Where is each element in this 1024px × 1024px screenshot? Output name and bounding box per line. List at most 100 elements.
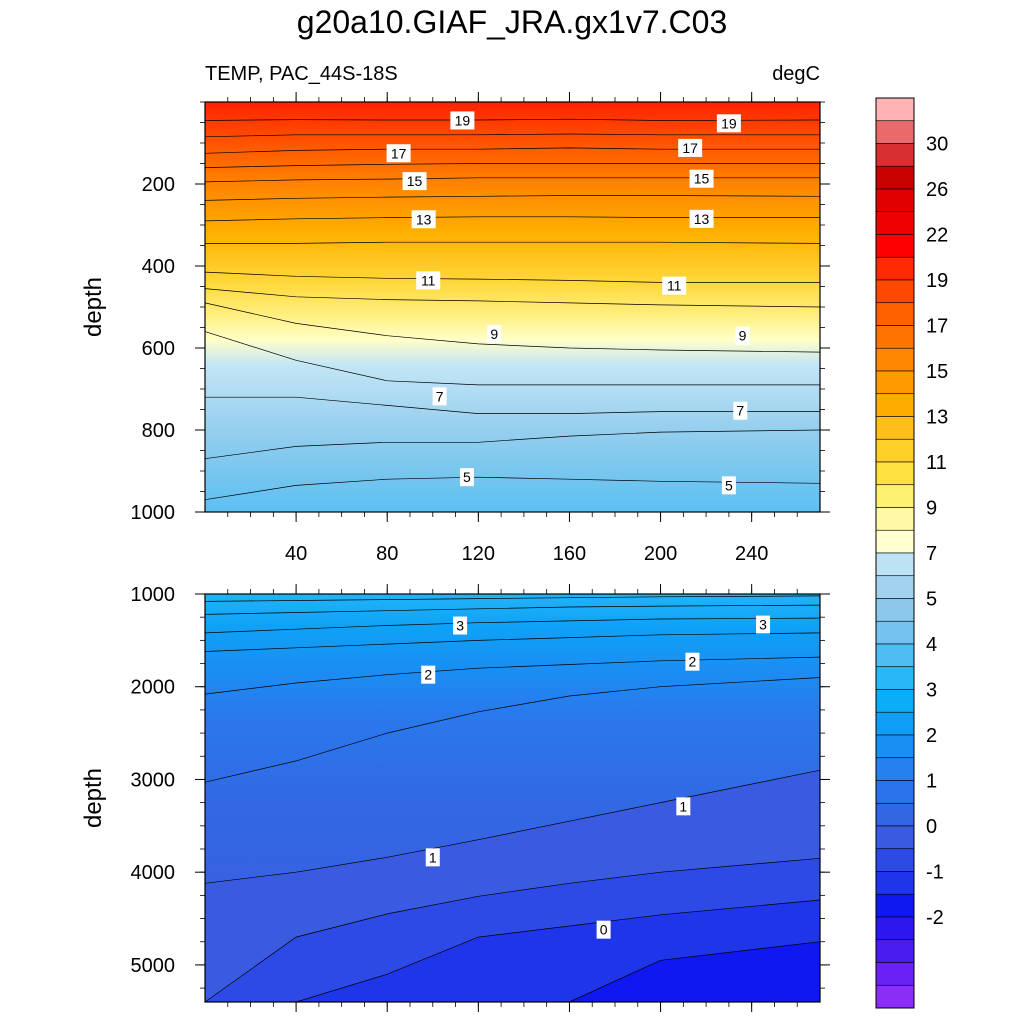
colorbar-swatch bbox=[875, 507, 915, 531]
colorbar-label: 4 bbox=[926, 634, 937, 656]
variable-label: TEMP, PAC_44S-18S bbox=[205, 63, 398, 85]
colorbar-label: 7 bbox=[926, 543, 937, 565]
contour-line-18 bbox=[204, 133, 820, 138]
x-tick-label: 200 bbox=[644, 543, 677, 565]
x-tick-label: 160 bbox=[553, 543, 586, 565]
contour-line-16 bbox=[204, 163, 820, 168]
colorbar-label: 17 bbox=[926, 316, 948, 338]
colorbar-swatch bbox=[875, 256, 915, 281]
y-tick-label: 4000 bbox=[131, 862, 176, 884]
upper-panel: 200 400 600 800 1000 40 80 120 160 200 240 depth 19 1… bbox=[80, 92, 830, 565]
contour-label: 11 bbox=[416, 271, 441, 290]
contour-label: 9 bbox=[487, 325, 502, 344]
colorbar-swatch bbox=[875, 484, 915, 508]
contour-label-text: 11 bbox=[667, 278, 682, 294]
contour-label: 3 bbox=[453, 616, 468, 635]
contour-label-box bbox=[689, 169, 714, 188]
colorbar-swatch bbox=[875, 188, 915, 213]
colorbar-swatch bbox=[875, 325, 915, 349]
contour-line-11 bbox=[204, 271, 820, 283]
colorbar-swatch bbox=[875, 757, 915, 781]
contour-label-text: 7 bbox=[436, 388, 444, 404]
contour-label-box bbox=[421, 665, 436, 684]
contour-label-box bbox=[386, 144, 411, 163]
colorbar-label: 22 bbox=[926, 225, 948, 247]
contour-label-text: 2 bbox=[424, 667, 432, 683]
contour-label-box bbox=[411, 210, 436, 229]
y-tick-label: 800 bbox=[142, 420, 175, 442]
contour-label-box bbox=[432, 387, 447, 406]
contour-line-14 bbox=[204, 195, 821, 201]
contour-line-3m5 bbox=[204, 604, 821, 615]
plot-background bbox=[205, 102, 820, 512]
contour-label: 15 bbox=[402, 172, 427, 191]
contour-line-1m5 bbox=[204, 677, 821, 783]
contour-line-13 bbox=[204, 216, 820, 222]
colorbar-swatch bbox=[875, 939, 915, 963]
contour-label-text: 3 bbox=[759, 617, 767, 633]
contour-label: 5 bbox=[459, 468, 474, 487]
contour-label-text: 17 bbox=[391, 145, 407, 161]
contour-label: 19 bbox=[450, 111, 475, 130]
zone-below-neg bbox=[205, 941, 820, 1002]
colorbar-swatch bbox=[875, 598, 915, 622]
contour-label-box bbox=[402, 172, 427, 191]
contour-line-15 bbox=[204, 177, 820, 183]
colorbar-swatch bbox=[875, 871, 915, 895]
y-tick-label: 3000 bbox=[131, 769, 176, 791]
colorbar-swatch bbox=[875, 438, 915, 463]
contour-label: 19 bbox=[716, 114, 741, 133]
colorbar-label: 15 bbox=[926, 361, 948, 383]
contour-label: 5 bbox=[721, 476, 736, 495]
contour-label-box bbox=[756, 615, 771, 634]
colorbar-swatch bbox=[875, 393, 915, 417]
colorbar-swatch bbox=[875, 302, 915, 326]
colorbar-swatch bbox=[875, 962, 915, 986]
colorbar-swatch bbox=[875, 279, 915, 304]
y-tick-label: 600 bbox=[142, 338, 175, 360]
chart-title: g20a10.GIAF_JRA.gx1v7.C03 bbox=[296, 4, 728, 40]
colorbar-swatch bbox=[875, 120, 915, 144]
contour-label-text: 1 bbox=[679, 798, 687, 814]
colorbar-swatch bbox=[875, 984, 915, 1009]
contour-label: 1 bbox=[676, 797, 691, 816]
colorbar-label: 9 bbox=[926, 498, 937, 520]
contour-label-text: 5 bbox=[725, 477, 733, 493]
x-tick-label: 120 bbox=[462, 543, 495, 565]
contour-label-box bbox=[416, 271, 441, 290]
colorbar-swatch bbox=[875, 416, 915, 440]
colorbar-swatch bbox=[875, 143, 915, 167]
x-tick-label: 40 bbox=[285, 543, 307, 565]
colorbar-swatch bbox=[875, 552, 915, 577]
contour-label-box bbox=[733, 401, 748, 420]
x-tick-label: 80 bbox=[376, 543, 398, 565]
colorbar-label: -2 bbox=[926, 907, 944, 929]
colorbar-label: 5 bbox=[926, 589, 937, 611]
colorbar-label: 2 bbox=[926, 725, 937, 747]
contour-line-4 bbox=[204, 595, 821, 602]
contour-label: 13 bbox=[411, 210, 436, 229]
colorbar-swatch bbox=[875, 165, 915, 190]
y-tick-label: 2000 bbox=[131, 677, 176, 699]
contour-label-text: 2 bbox=[689, 654, 697, 670]
contour-label-box bbox=[662, 276, 687, 295]
colorbar-label: 30 bbox=[926, 134, 948, 156]
contour-line-2m5 bbox=[204, 632, 821, 652]
contour-label-text: 17 bbox=[682, 140, 698, 156]
colorbar-swatch bbox=[875, 689, 915, 713]
colorbar-swatch bbox=[875, 711, 915, 736]
colorbar-swatch bbox=[875, 643, 915, 668]
contour-label-box bbox=[716, 114, 741, 133]
contour-line-10 bbox=[204, 288, 821, 308]
lower-panel: 1000 2000 3000 4000 5000 depth 3 3 2 2 1 1 0 bbox=[80, 584, 830, 1012]
contour-line-7 bbox=[205, 396, 820, 414]
contour-label-text: 0 bbox=[600, 922, 608, 938]
contour-label-text: 13 bbox=[416, 211, 432, 227]
colorbar-label: 0 bbox=[926, 816, 937, 838]
contour-label-box bbox=[453, 616, 468, 635]
colorbar-swatch bbox=[875, 734, 915, 759]
colorbar-label: -1 bbox=[926, 862, 944, 884]
contour-label-box bbox=[735, 326, 750, 345]
contour-line-2 bbox=[204, 656, 821, 695]
contour-label: 9 bbox=[735, 326, 750, 345]
